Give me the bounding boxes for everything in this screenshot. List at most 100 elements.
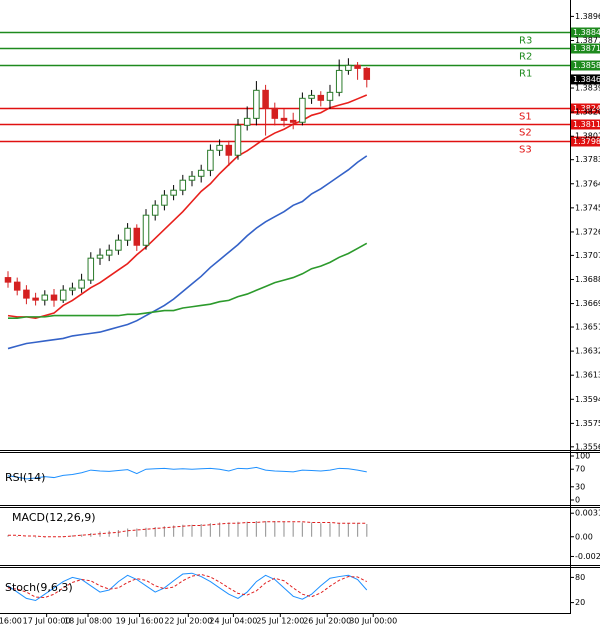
- pivot-price-box: [571, 43, 600, 54]
- candle-body: [32, 297, 39, 301]
- axes: 1.38840 1.38710 1.38580 1.38240 1.38110 1.379…: [5, 12, 600, 617]
- y-tick-label: 20: [575, 598, 585, 607]
- candle-body: [188, 175, 196, 181]
- y-tick-label: 1.38960: [575, 12, 600, 21]
- pivot-price-box: [571, 103, 600, 114]
- y-tick-label: 1.37830: [575, 155, 600, 164]
- candle-body: [161, 194, 168, 206]
- candle-body: [142, 214, 150, 246]
- y-tick-label: 1.38015: [575, 132, 600, 141]
- candle-body: [271, 107, 279, 119]
- candle-body: [225, 144, 233, 156]
- candle-body: [105, 249, 113, 256]
- candle-body: [326, 91, 334, 101]
- y-tick-label: 1.38770: [575, 36, 600, 45]
- y-tick-label: 1.36885: [575, 275, 600, 284]
- pivot-price-box: [571, 119, 600, 130]
- pivot-price-box: [571, 27, 600, 38]
- x-tick-label: 16 Jul 16:00: [0, 617, 22, 626]
- moving-average: [7, 155, 368, 350]
- pivot-level-name: S1: [519, 112, 532, 123]
- x-tick-label: 18 Jul 08:00: [64, 617, 112, 626]
- pivot-level-name: S2: [519, 128, 532, 139]
- panel-frames: [0, 0, 600, 614]
- candle-body: [299, 97, 306, 123]
- y-tick-label: 1.37640: [575, 179, 600, 188]
- candle-body: [280, 117, 288, 121]
- y-tick-label: 1.38395: [575, 84, 600, 93]
- candle-body: [197, 169, 205, 177]
- candle-body: [115, 239, 122, 251]
- pivot-level-name: S3: [519, 145, 532, 156]
- pivot-price-label: 1.38580: [573, 61, 600, 70]
- y-tick-label: 1.35750: [575, 419, 600, 428]
- candle-body: [216, 144, 223, 151]
- x-tick-label: 24 Jul 04:00: [209, 617, 257, 626]
- candle-body: [317, 94, 325, 101]
- candle-body: [133, 227, 141, 246]
- x-tick-label: 25 Jul 12:00: [256, 617, 304, 626]
- y-tick-label: 1.36510: [575, 323, 600, 332]
- y-tick-label: 1.35940: [575, 395, 600, 404]
- indicator-title: MACD(12,26,9): [12, 511, 96, 524]
- x-tick-label: 30 Jul 00:00: [349, 617, 397, 626]
- y-tick-label: 80: [575, 573, 585, 582]
- y-tick-label: 1.36320: [575, 347, 600, 356]
- indicator-line: [7, 572, 368, 602]
- candle-body: [243, 117, 251, 126]
- pivot-price-label: 1.38840: [573, 28, 600, 37]
- pivot-level-name: R3: [519, 36, 532, 47]
- candle-body: [41, 294, 49, 301]
- indicator-line: [7, 466, 367, 480]
- x-tick-label: 26 Jul 20:00: [303, 617, 351, 626]
- y-tick-label: 0.003137: [575, 509, 600, 518]
- pivot-level-name: R1: [519, 69, 532, 80]
- candle-body: [78, 279, 85, 289]
- candle-body: [50, 294, 58, 301]
- candle-body: [4, 277, 12, 283]
- y-tick-label: 1.36695: [575, 299, 600, 308]
- x-tick-label: 19 Jul 16:00: [116, 617, 164, 626]
- candle-body: [23, 289, 30, 299]
- pivot-price-label: 1.38710: [573, 44, 600, 53]
- last-price-label: 1.38463: [573, 75, 600, 84]
- candle-body: [289, 119, 297, 123]
- candle-body: [335, 69, 343, 93]
- candle-body: [345, 64, 352, 71]
- y-tick-label: 1.35565: [575, 442, 600, 451]
- y-tick-label: 30: [575, 482, 585, 491]
- candle-body: [234, 124, 242, 156]
- y-tick-label: 1.38205: [575, 108, 600, 117]
- y-tick-label: 70: [575, 465, 585, 474]
- candle-body: [124, 227, 131, 241]
- candle-body: [87, 257, 95, 281]
- y-tick-label: 0: [575, 496, 580, 505]
- candle-body: [207, 149, 214, 171]
- candle-body: [253, 89, 260, 119]
- x-tick-label: 17 Jul 00:00: [23, 617, 71, 626]
- pivot-price-box: [571, 136, 600, 147]
- y-tick-label: 1.36130: [575, 371, 600, 380]
- y-tick-label: 100: [575, 452, 590, 461]
- pivot-level-name: R2: [519, 52, 532, 63]
- candle-body: [13, 281, 21, 291]
- y-tick-label: 1.37450: [575, 203, 600, 212]
- candle-body: [170, 189, 177, 196]
- candle-body: [308, 94, 315, 99]
- y-tick-label: 1.37075: [575, 251, 600, 260]
- moving-average: [7, 94, 368, 319]
- candle-body: [354, 64, 361, 69]
- candle-body: [363, 67, 371, 80]
- candle-body: [59, 289, 67, 301]
- moving-average: [8, 242, 368, 319]
- pivot-price-box: [571, 60, 600, 71]
- indicator-title: Stoch(9,6,3): [5, 581, 73, 594]
- candle-body: [262, 89, 269, 109]
- pivot-price-label: 1.37980: [573, 137, 600, 146]
- y-tick-label: -0.002629: [575, 552, 600, 561]
- y-tick-label: 0.00: [575, 532, 593, 541]
